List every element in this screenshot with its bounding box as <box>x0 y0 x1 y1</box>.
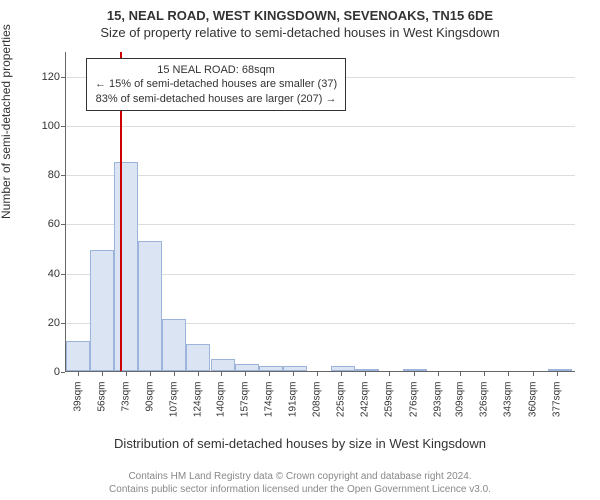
x-tick-mark <box>438 372 439 376</box>
x-tick-label: 360sqm <box>527 382 538 432</box>
gridline <box>66 224 575 225</box>
y-tick-label: 0 <box>30 366 60 378</box>
annotation-line3: 83% of semi-detached houses are larger (… <box>95 92 337 106</box>
x-tick-mark <box>460 372 461 376</box>
footer-attribution: Contains HM Land Registry data © Crown c… <box>0 470 600 496</box>
y-tick-label: 20 <box>30 317 60 329</box>
x-tick-mark <box>102 372 103 376</box>
x-tick-label: 377sqm <box>551 382 562 432</box>
x-tick-mark <box>293 372 294 376</box>
x-tick-label: 309sqm <box>455 382 466 432</box>
histogram-bar <box>114 162 138 371</box>
x-axis-label: Distribution of semi-detached houses by … <box>0 436 600 451</box>
y-tick-label: 100 <box>30 120 60 132</box>
title-subtitle: Size of property relative to semi-detach… <box>0 23 600 44</box>
y-tick-mark <box>61 126 65 127</box>
y-tick-mark <box>61 77 65 78</box>
gridline <box>66 175 575 176</box>
x-tick-mark <box>78 372 79 376</box>
x-tick-label: 157sqm <box>239 382 250 432</box>
x-tick-label: 39sqm <box>72 382 83 432</box>
y-tick-mark <box>61 224 65 225</box>
x-tick-mark <box>484 372 485 376</box>
x-tick-mark <box>245 372 246 376</box>
plot-area: 15 NEAL ROAD: 68sqm ← 15% of semi-detach… <box>65 52 575 372</box>
x-tick-label: 276sqm <box>408 382 419 432</box>
histogram-bar <box>138 241 162 371</box>
title-address: 15, NEAL ROAD, WEST KINGSDOWN, SEVENOAKS… <box>0 0 600 23</box>
x-tick-mark <box>533 372 534 376</box>
x-tick-label: 208sqm <box>312 382 323 432</box>
y-tick-label: 80 <box>30 169 60 181</box>
histogram-bar <box>186 344 210 371</box>
x-tick-label: 140sqm <box>215 382 226 432</box>
x-tick-mark <box>198 372 199 376</box>
histogram-bar <box>548 369 572 371</box>
x-tick-label: 107sqm <box>169 382 180 432</box>
x-tick-mark <box>150 372 151 376</box>
x-tick-mark <box>221 372 222 376</box>
histogram-bar <box>235 364 259 371</box>
footer-line2: Contains public sector information licen… <box>0 483 600 496</box>
y-tick-label: 40 <box>30 268 60 280</box>
x-tick-mark <box>414 372 415 376</box>
histogram-bar <box>355 369 379 371</box>
x-tick-label: 174sqm <box>264 382 275 432</box>
annotation-box: 15 NEAL ROAD: 68sqm ← 15% of semi-detach… <box>86 58 346 111</box>
x-tick-label: 73sqm <box>120 382 131 432</box>
y-tick-mark <box>61 323 65 324</box>
footer-line1: Contains HM Land Registry data © Crown c… <box>0 470 600 483</box>
histogram-bar <box>211 359 235 371</box>
x-tick-label: 191sqm <box>288 382 299 432</box>
x-tick-mark <box>508 372 509 376</box>
x-tick-mark <box>341 372 342 376</box>
x-tick-mark <box>365 372 366 376</box>
x-tick-mark <box>317 372 318 376</box>
histogram-bar <box>162 319 186 371</box>
x-tick-label: 124sqm <box>193 382 204 432</box>
x-tick-mark <box>389 372 390 376</box>
y-tick-label: 120 <box>30 71 60 83</box>
x-tick-label: 242sqm <box>360 382 371 432</box>
annotation-line1: 15 NEAL ROAD: 68sqm <box>95 63 337 77</box>
x-tick-label: 293sqm <box>432 382 443 432</box>
annotation-line2: ← 15% of semi-detached houses are smalle… <box>95 77 337 91</box>
histogram-bar <box>331 366 355 371</box>
x-tick-label: 343sqm <box>503 382 514 432</box>
y-tick-mark <box>61 175 65 176</box>
x-tick-mark <box>269 372 270 376</box>
histogram-bar <box>403 369 427 371</box>
x-tick-label: 259sqm <box>384 382 395 432</box>
y-tick-mark <box>61 274 65 275</box>
histogram-bar <box>259 366 283 371</box>
histogram-bar <box>283 366 307 371</box>
y-tick-label: 60 <box>30 218 60 230</box>
x-tick-label: 56sqm <box>96 382 107 432</box>
histogram-bar <box>66 341 90 371</box>
x-tick-label: 225sqm <box>336 382 347 432</box>
y-axis-label: Number of semi-detached properties <box>0 24 13 219</box>
y-tick-mark <box>61 372 65 373</box>
gridline <box>66 126 575 127</box>
x-tick-mark <box>174 372 175 376</box>
x-tick-mark <box>126 372 127 376</box>
x-tick-label: 90sqm <box>145 382 156 432</box>
x-tick-label: 326sqm <box>479 382 490 432</box>
x-tick-mark <box>557 372 558 376</box>
histogram-bar <box>90 250 114 371</box>
histogram-chart: Number of semi-detached properties 15 NE… <box>0 44 600 424</box>
